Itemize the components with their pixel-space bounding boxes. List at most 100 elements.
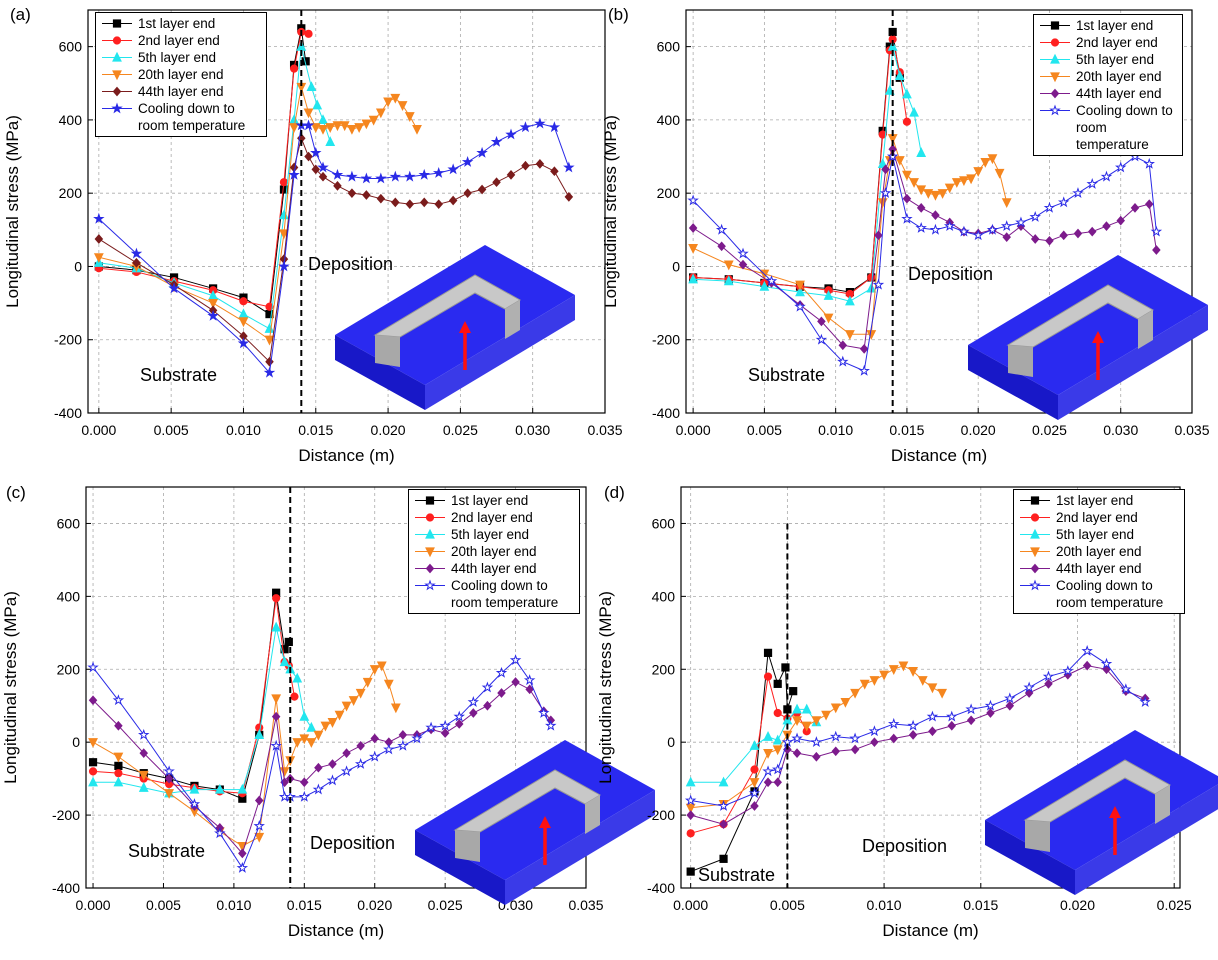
- marker: [931, 191, 939, 199]
- marker: [851, 745, 858, 753]
- marker: [551, 167, 558, 175]
- legend-label: Cooling down to room temperature: [451, 577, 575, 611]
- y-tick-label: 400: [59, 112, 83, 128]
- marker: [290, 65, 297, 72]
- panel-label: (b): [608, 5, 629, 24]
- geometry-inset: [415, 740, 655, 905]
- marker: [750, 741, 758, 749]
- marker: [986, 701, 995, 709]
- legend-label: 5th layer end: [1056, 526, 1134, 543]
- annotation: Substrate: [140, 365, 217, 385]
- marker: [793, 717, 801, 725]
- marker: [371, 734, 378, 742]
- series-line: [93, 666, 396, 846]
- wall-front: [1008, 345, 1033, 377]
- y-tick-label: 0: [72, 734, 80, 750]
- marker: [343, 749, 350, 757]
- marker: [350, 697, 358, 705]
- y-axis-label: Longitudinal stress (MPa): [596, 591, 615, 784]
- marker: [841, 698, 849, 706]
- marker: [1084, 662, 1091, 670]
- legend-label: 20th layer end: [138, 66, 224, 83]
- marker: [687, 811, 694, 819]
- x-tick-label: 0.015: [963, 897, 998, 913]
- x-tick-label: 0.010: [226, 422, 261, 438]
- legend-label: 5th layer end: [451, 526, 529, 543]
- marker: [1146, 200, 1153, 208]
- legend-swatch: [413, 526, 447, 543]
- marker: [348, 125, 356, 133]
- y-tick-label: -200: [54, 332, 82, 348]
- marker: [113, 20, 120, 27]
- legend-swatch: [1018, 509, 1052, 526]
- marker: [1006, 694, 1015, 702]
- marker: [918, 204, 925, 212]
- marker: [426, 497, 433, 504]
- marker: [889, 719, 898, 727]
- annotation: Deposition: [862, 836, 947, 856]
- marker: [89, 768, 96, 775]
- marker: [718, 242, 725, 250]
- marker: [870, 727, 879, 735]
- marker: [314, 785, 323, 793]
- y-tick-label: 600: [57, 515, 81, 531]
- marker: [305, 152, 312, 160]
- legend-swatch: [1018, 543, 1052, 560]
- y-tick-label: 0: [667, 734, 675, 750]
- marker: [326, 137, 334, 145]
- legend-entry: 1st layer end: [413, 492, 575, 509]
- marker: [442, 729, 449, 737]
- legend-entry: 5th layer end: [1038, 51, 1178, 68]
- marker: [793, 705, 801, 713]
- y-tick-label: 0: [74, 258, 82, 274]
- legend-label: 1st layer end: [1056, 492, 1133, 509]
- marker: [265, 324, 273, 332]
- x-tick-label: 0.025: [428, 897, 463, 913]
- legend-entry: 1st layer end: [1018, 492, 1180, 509]
- marker: [356, 760, 365, 768]
- marker: [450, 196, 457, 204]
- legend-label: Cooling down to room temperature: [138, 100, 262, 134]
- annotation: Deposition: [908, 264, 993, 284]
- legend-entry: 2nd layer end: [100, 32, 262, 49]
- marker: [449, 165, 458, 173]
- marker: [1031, 212, 1040, 220]
- marker: [764, 778, 771, 786]
- marker: [293, 739, 301, 747]
- marker: [947, 712, 956, 720]
- marker: [1002, 222, 1011, 230]
- x-tick-label: 0.035: [587, 422, 622, 438]
- marker: [813, 753, 820, 761]
- legend-label: 44th layer end: [1076, 85, 1162, 102]
- marker: [255, 822, 264, 830]
- annotation: Deposition: [308, 254, 393, 274]
- marker: [774, 680, 781, 687]
- marker: [377, 174, 386, 182]
- marker: [304, 109, 312, 117]
- marker: [824, 314, 832, 322]
- x-tick-label: 0.000: [81, 422, 116, 438]
- legend-entry: 5th layer end: [100, 49, 262, 66]
- marker: [793, 749, 800, 757]
- marker: [319, 115, 327, 123]
- marker: [89, 759, 96, 766]
- marker: [831, 732, 840, 740]
- marker: [1031, 581, 1040, 589]
- legend-entry: Cooling down to room temperature: [100, 100, 262, 134]
- legend-swatch: [413, 543, 447, 560]
- wall-front: [375, 335, 400, 367]
- marker: [903, 118, 910, 125]
- marker: [115, 770, 122, 777]
- series-line: [693, 39, 907, 294]
- marker: [525, 676, 534, 684]
- marker: [1031, 497, 1038, 504]
- marker: [565, 193, 572, 201]
- x-axis-label: Distance (m): [891, 446, 987, 465]
- marker: [405, 172, 414, 180]
- marker: [512, 678, 519, 686]
- marker: [391, 172, 400, 180]
- y-axis-label: Longitudinal stress (MPa): [601, 115, 620, 308]
- marker: [565, 163, 574, 171]
- marker: [764, 732, 772, 740]
- legend-entry: 1st layer end: [100, 15, 262, 32]
